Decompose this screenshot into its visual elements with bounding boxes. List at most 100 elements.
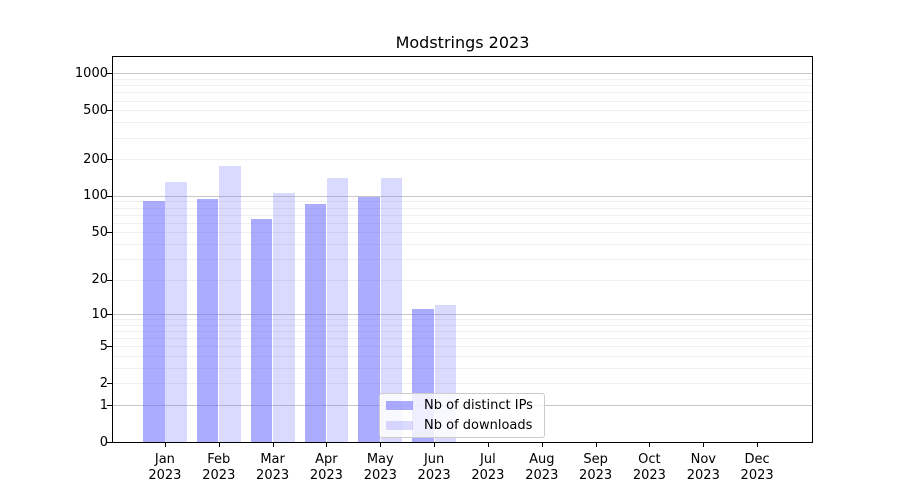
x-tick-label-apr: Apr 2023 [291,452,361,483]
x-tick-label-nov: Nov 2023 [668,452,738,483]
y-tick-mark-1 [107,405,112,406]
x-tick-label-jul: Jul 2023 [453,452,523,483]
y-tick-label-10: 10 [91,306,108,322]
y-tick-mark-500 [107,110,112,112]
major-gridline-10 [113,314,812,316]
bars-layer [113,57,812,442]
minor-gridline-800 [113,85,812,87]
legend-label-downloads: Nb of downloads [424,418,533,433]
x-tick-label-jan: Jan 2023 [130,452,200,483]
minor-gridline-20 [113,279,812,281]
x-tick-month: Dec [744,452,770,467]
x-tick-mark-jun [434,443,436,447]
x-tick-year: 2023 [579,467,613,483]
axis-spine-top [112,56,813,57]
axis-spine-left [112,56,113,443]
x-tick-month: Mar [260,452,285,467]
minor-gridline-400 [113,122,812,124]
minor-gridline-80 [113,207,812,209]
x-tick-month: Jan [154,452,175,467]
x-tick-mark-jul [487,443,489,447]
x-tick-mark-feb [218,443,220,447]
x-tick-label-mar: Mar 2023 [238,452,308,483]
x-tick-mark-nov [703,443,705,447]
x-tick-mark-aug [541,443,543,447]
major-gridline-100 [113,195,812,197]
y-tick-label-0: 0 [99,434,108,450]
x-tick-year: 2023 [740,467,774,483]
y-tick-mark-0 [107,442,112,443]
y-tick-mark-10 [107,314,112,316]
x-tick-year: 2023 [632,467,666,483]
x-tick-label-may: May 2023 [345,452,415,483]
x-tick-label-oct: Oct 2023 [614,452,684,483]
x-tick-year: 2023 [148,467,182,483]
x-tick-year: 2023 [417,467,451,483]
x-tick-label-sep: Sep 2023 [561,452,631,483]
minor-gridline-3 [113,368,812,370]
y-tick-label-500: 500 [83,102,108,118]
bar-downloads-feb [219,166,241,442]
y-tick-mark-5 [107,346,112,348]
x-tick-year: 2023 [525,467,559,483]
x-tick-month: Jul [480,452,496,467]
minor-gridline-700 [113,92,812,94]
x-tick-month: May [366,452,394,467]
plot-area [113,57,812,442]
axis-spine-right [812,56,813,443]
minor-gridline-2 [113,383,812,385]
x-tick-label-feb: Feb 2023 [184,452,254,483]
bar-distinct-ips-jan [143,201,165,442]
y-tick-label-1: 1 [99,397,108,413]
y-tick-label-100: 100 [83,188,108,204]
x-tick-month: Feb [207,452,231,467]
bar-downloads-mar [273,193,295,442]
x-tick-label-jun: Jun 2023 [399,452,469,483]
x-tick-month: Apr [315,452,338,467]
legend-label-distinct-ips: Nb of distinct IPs [424,398,533,413]
bar-distinct-ips-mar [250,218,273,442]
major-gridline-1000 [113,73,812,75]
bar-distinct-ips-feb [196,198,219,442]
x-tick-year: 2023 [686,467,720,483]
y-tick-label-50: 50 [91,224,108,240]
legend-swatch-downloads [386,421,413,430]
minor-gridline-7 [113,331,812,333]
x-tick-mark-oct [649,443,651,447]
y-tick-mark-50 [107,232,112,234]
y-tick-label-1000: 1000 [74,65,108,81]
bar-distinct-ips-may [358,196,380,442]
minor-gridline-40 [113,243,812,245]
x-tick-label-dec: Dec 2023 [722,452,792,483]
x-tick-year: 2023 [202,467,236,483]
minor-gridline-4 [113,356,812,358]
minor-gridline-8 [113,324,812,326]
y-tick-mark-100 [107,195,112,197]
y-tick-label-5: 5 [99,338,108,354]
bar-downloads-apr [326,178,349,442]
minor-gridline-900 [113,79,812,80]
axis-spine-bottom [112,442,813,443]
x-tick-month: Aug [529,452,555,467]
x-tick-year: 2023 [256,467,290,483]
minor-gridline-500 [113,110,812,112]
x-tick-month: Nov [690,452,716,467]
x-tick-mark-sep [595,443,597,447]
x-tick-month: Oct [638,452,661,467]
x-tick-mark-may [380,443,382,447]
legend-swatch-distinct-ips [386,401,413,410]
legend-item-downloads: Nb of downloads [380,416,544,436]
y-tick-label-20: 20 [91,272,108,288]
minor-gridline-70 [113,214,812,216]
y-tick-mark-1000 [107,73,112,75]
minor-gridline-5 [113,346,812,348]
minor-gridline-300 [113,137,812,139]
minor-gridline-50 [113,232,812,234]
legend-item-distinct-ips: Nb of distinct IPs [380,396,544,416]
x-tick-mark-dec [757,443,759,447]
minor-gridline-6 [113,338,812,340]
minor-gridline-200 [113,159,812,161]
x-tick-year: 2023 [309,467,343,483]
bar-distinct-ips-apr [304,204,326,442]
